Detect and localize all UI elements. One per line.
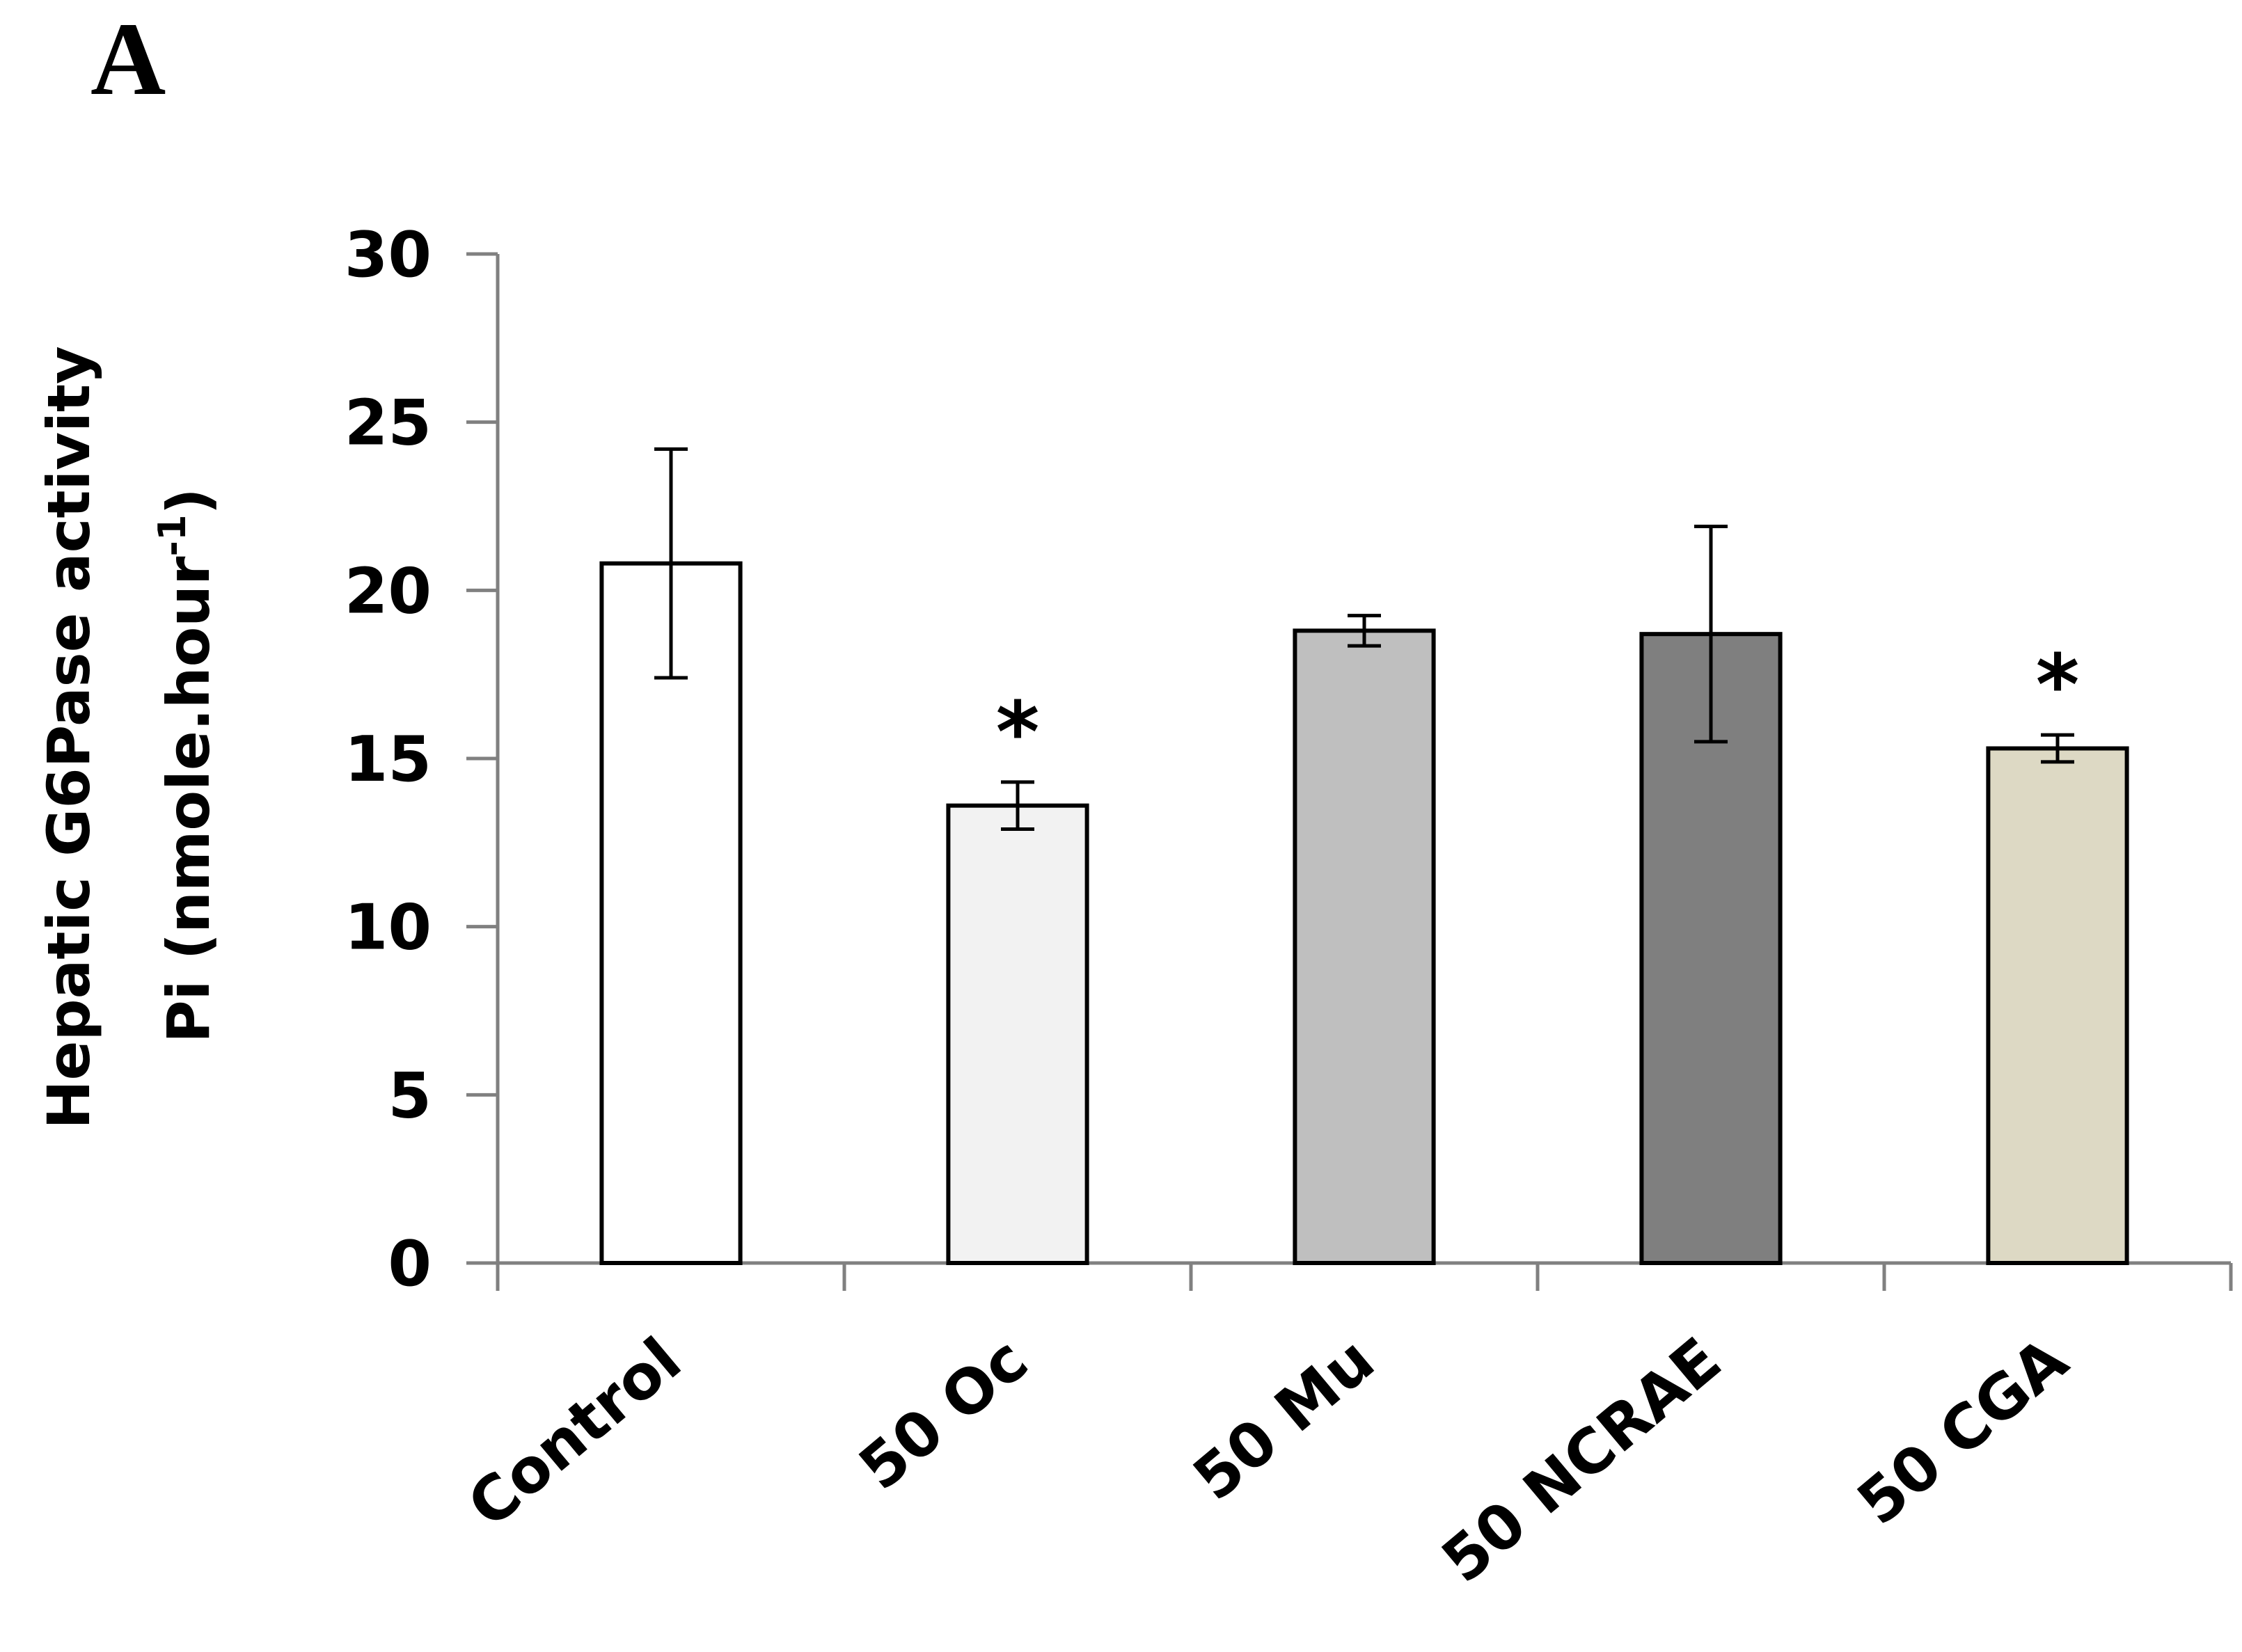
plot-area: 0 5 10 15 20 25 30 Control * 50 Oc 50 Mu 50 NCRAE * 5… [345, 219, 2233, 1596]
y-tick-label: 5 [388, 1059, 432, 1132]
x-tick-label: 50 Mu [1180, 1324, 1388, 1514]
x-tick-label: 50 CGA [1844, 1324, 2081, 1539]
y-axis-label-line2-main: Pi (nmole.hour [155, 556, 223, 1043]
y-tick-label: 30 [345, 219, 432, 292]
bar [599, 561, 743, 1265]
y-tick-label: 15 [345, 723, 432, 796]
bar [946, 803, 1089, 1265]
y-axis-label-line2: Pi (nmole.hour-1) [150, 488, 223, 1043]
x-tick-label: 50 NCRAE [1428, 1324, 1735, 1596]
significance-marker: * [996, 685, 1040, 781]
bar [1986, 746, 2129, 1265]
x-tick-label: Control [455, 1324, 695, 1541]
x-tick-label: 50 Oc [846, 1324, 1041, 1504]
bar [1293, 628, 1436, 1265]
y-tick-label: 10 [345, 891, 432, 964]
significance-marker: * [2036, 637, 2080, 734]
y-axis-label-line2-end: ) [155, 488, 223, 514]
y-tick-label: 20 [345, 555, 432, 628]
y-axis-label-line1: Hepatic G6Pase activity [35, 346, 103, 1129]
y-tick-label: 25 [345, 387, 432, 460]
y-axis-label-unit-superscript: -1 [150, 514, 194, 556]
panel-label: A [90, 1, 166, 117]
y-tick-label: 0 [388, 1228, 432, 1301]
